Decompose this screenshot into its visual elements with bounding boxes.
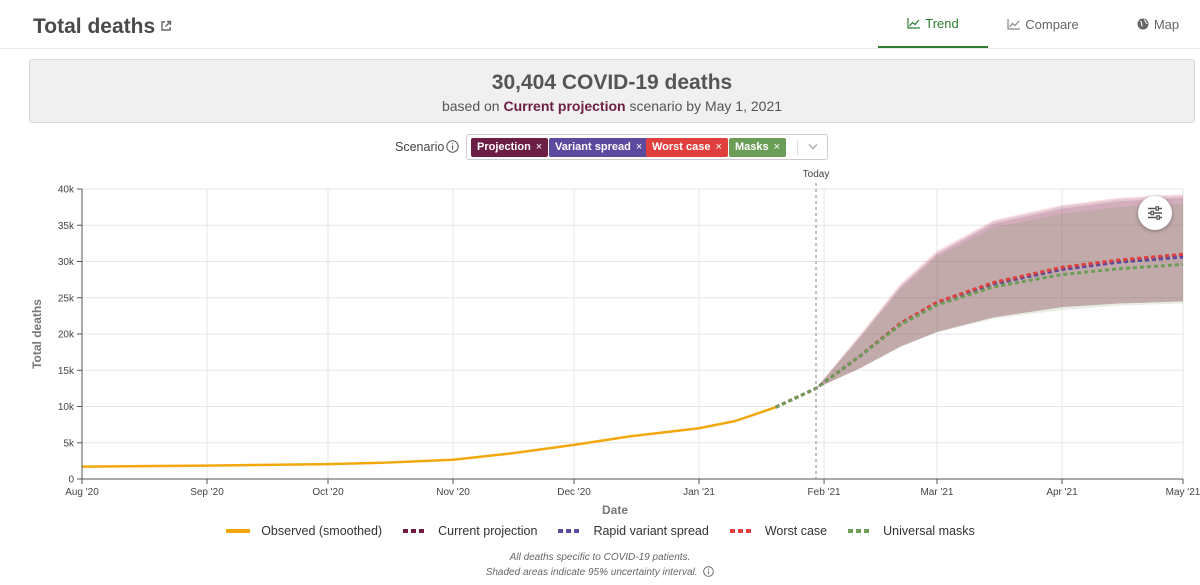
- tab-trend[interactable]: Trend: [878, 0, 988, 48]
- band-universal-masks: [775, 203, 1183, 408]
- summary-headline: 30,404 COVID-19 deaths: [491, 71, 733, 94]
- y-axis-title: Total deaths: [30, 299, 44, 369]
- tab-map-label: Map: [1153, 16, 1180, 32]
- x-tick-label: Oct '20: [312, 487, 344, 498]
- y-tick-label: 35k: [58, 221, 75, 232]
- tab-map[interactable]: Map: [1118, 0, 1198, 48]
- series-lines: [81, 252, 1184, 468]
- y-tick-label: 5k: [63, 438, 75, 449]
- legend-item[interactable]: Universal masks: [847, 524, 975, 538]
- x-tick-label: May '21: [1166, 487, 1200, 498]
- footnote-deaths: All deaths specific to COVID-19 patients…: [509, 552, 691, 563]
- uncertainty-bands: [775, 194, 1183, 408]
- chart-axes: 0 5k 10k 15k 20k 25k 30k 35k 40k Aug '20 Sep '20 Oc…: [58, 185, 1200, 499]
- legend-item[interactable]: Observed (smoothed): [225, 524, 382, 538]
- chip-label: Masks: [735, 141, 769, 153]
- chip-label: Worst case: [652, 141, 711, 153]
- chart-settings-button[interactable]: [1138, 196, 1172, 230]
- chip-remove-icon[interactable]: ×: [715, 141, 722, 153]
- band-rapid-variant-spread: [775, 195, 1183, 408]
- legend-label: Universal masks: [883, 524, 975, 538]
- x-tick-label: Nov '20: [436, 487, 470, 498]
- chip-label: Variant spread: [555, 141, 631, 153]
- y-tick-label: 20k: [58, 330, 75, 341]
- y-tick-label: 30k: [58, 257, 75, 268]
- area-chart-icon: [1007, 18, 1021, 30]
- summary-panel: 30,404 COVID-19 deaths based on Current …: [29, 59, 1195, 123]
- header-divider: [0, 48, 1200, 49]
- summary-prefix: based on: [441, 98, 500, 114]
- tab-compare-label: Compare: [1025, 16, 1079, 32]
- footnote-uncertainty-text: Shaded areas indicate 95% uncertainty in…: [485, 567, 698, 578]
- legend-swatch: [226, 529, 251, 533]
- chevron-down-icon[interactable]: [808, 143, 818, 150]
- series-line-observed-smoothed-: [81, 406, 777, 468]
- line-chart-icon: [907, 17, 921, 29]
- x-axis-title: Date: [602, 503, 628, 517]
- summary-subtitle: based on Current projection scenario by …: [30, 98, 1194, 114]
- today-label: Today: [803, 169, 830, 180]
- legend-label: Observed (smoothed): [261, 524, 383, 538]
- select-separator: [797, 140, 798, 155]
- x-tick-label: Aug '20: [65, 487, 99, 498]
- legend-swatch: [729, 529, 754, 533]
- y-tick-label: 40k: [58, 185, 75, 196]
- today-marker: Today: [803, 169, 830, 479]
- legend-item[interactable]: Rapid variant spread: [557, 524, 709, 538]
- legend-swatch: [558, 529, 583, 533]
- legend-item[interactable]: Current projection: [402, 524, 537, 538]
- legend-label: Worst case: [764, 524, 828, 538]
- scenario-chip-variant-spread[interactable]: Variant spread ×: [549, 138, 649, 157]
- external-link-icon[interactable]: [160, 20, 172, 32]
- deaths-chart: Today 0 5k 10k 15k 20k 25k 30k 35k 40k Aug '20 Sep…: [30, 169, 1200, 517]
- summary-scenario-name: Current projection: [503, 98, 626, 114]
- globe-icon: [1137, 18, 1149, 30]
- summary-suffix: scenario by May 1, 2021: [629, 98, 783, 114]
- legend-label: Rapid variant spread: [593, 524, 709, 538]
- x-tick-label: Mar '21: [920, 487, 953, 498]
- chip-remove-icon[interactable]: ×: [535, 141, 543, 153]
- legend-swatch: [848, 529, 873, 533]
- info-icon[interactable]: [703, 566, 715, 577]
- chip-remove-icon[interactable]: ×: [635, 141, 643, 153]
- info-icon[interactable]: [446, 140, 459, 153]
- footnote-uncertainty: Shaded areas indicate 95% uncertainty in…: [0, 566, 1200, 578]
- x-tick-label: Feb '21: [808, 487, 841, 498]
- scenario-label: Scenario: [395, 140, 445, 154]
- y-tick-label: 25k: [58, 293, 75, 304]
- band-worst-case: [775, 194, 1183, 408]
- y-tick-label: 10k: [58, 402, 75, 413]
- page-title: Total deaths: [33, 15, 156, 38]
- x-tick-label: Apr '21: [1046, 487, 1078, 498]
- chip-label: Projection: [477, 141, 531, 153]
- scenario-chip-projection[interactable]: Projection ×: [471, 138, 549, 157]
- view-tabs: Trend Compare Map: [878, 0, 1198, 48]
- scenario-chip-worst-case[interactable]: Worst case ×: [646, 138, 728, 157]
- scenario-chip-masks[interactable]: Masks ×: [729, 138, 787, 157]
- x-tick-label: Sep '20: [190, 487, 224, 498]
- chart-legend: Observed (smoothed) Current projection Rap…: [0, 524, 1200, 538]
- series-line-universal-masks: [775, 262, 1184, 409]
- x-tick-label: Dec '20: [557, 487, 591, 498]
- legend-label: Current projection: [438, 524, 538, 538]
- tab-trend-label: Trend: [925, 15, 959, 31]
- y-tick-label: 15k: [58, 366, 75, 377]
- scenario-select[interactable]: Projection × Variant spread × Worst case × …: [466, 134, 828, 160]
- y-tick-label: 0: [68, 475, 74, 486]
- legend-item[interactable]: Worst case: [729, 524, 827, 538]
- x-tick-label: Jan '21: [683, 487, 715, 498]
- band-current-projection: [775, 197, 1183, 408]
- sliders-icon: [1148, 206, 1162, 220]
- legend-swatch: [403, 529, 428, 533]
- tab-compare[interactable]: Compare: [988, 0, 1098, 48]
- chip-remove-icon[interactable]: ×: [773, 141, 781, 153]
